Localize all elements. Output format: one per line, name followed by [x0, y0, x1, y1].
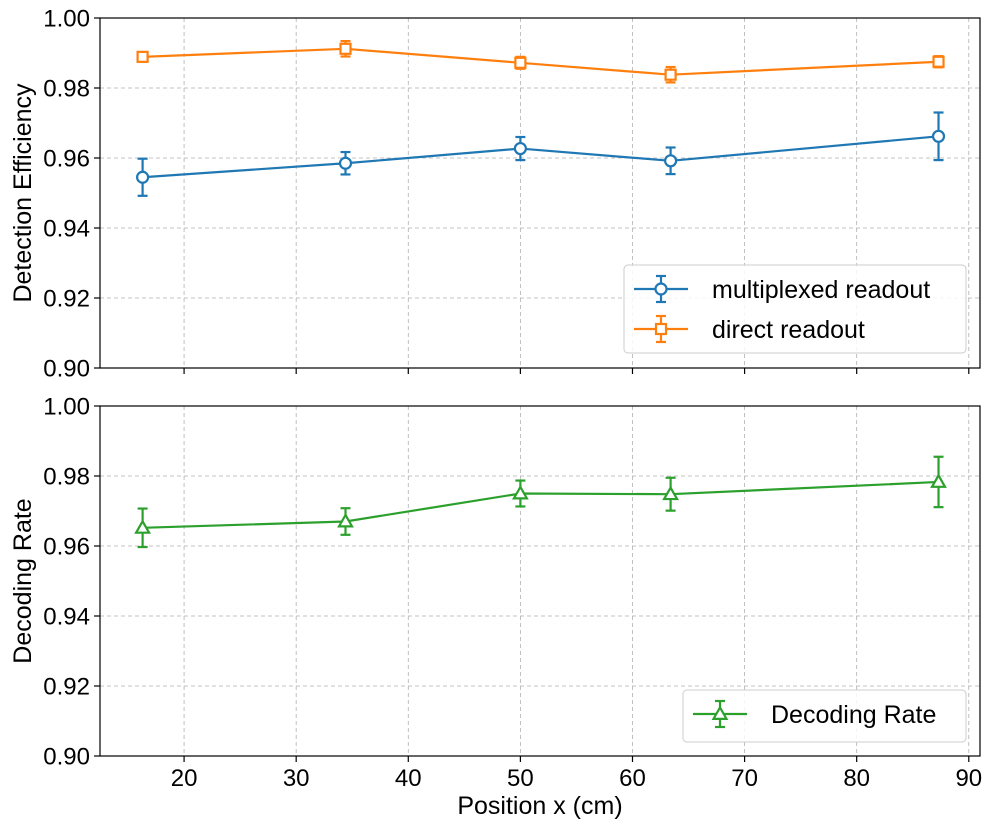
legend-marker: [654, 322, 668, 336]
plot-frame: [99, 405, 981, 757]
data-point: [134, 519, 151, 534]
x-tick-label: 70: [731, 765, 758, 792]
x-tick-label: 40: [395, 765, 422, 792]
y-tick-label: 1.00: [43, 6, 90, 33]
y-axis-label: Decoding Rate: [9, 498, 37, 663]
data-point: [664, 68, 677, 81]
data-point: [135, 170, 150, 184]
data-point: [662, 485, 679, 501]
legend-entry: multiplexed readout: [634, 274, 930, 304]
series-line: [142, 480, 939, 529]
data-point: [338, 156, 353, 170]
series-line: [142, 135, 939, 179]
x-tick-label: 20: [171, 765, 198, 792]
legend-box: [682, 689, 967, 743]
x-tick-label: 30: [283, 765, 310, 792]
plot-frame: [99, 17, 981, 369]
data-point: [339, 42, 352, 55]
y-tick-label: 0.96: [43, 534, 90, 561]
y-axis-label: Detection Efficiency: [9, 83, 37, 303]
x-tick-label: 80: [843, 765, 870, 792]
legend-label: direct readout: [712, 316, 865, 344]
grid: [100, 17, 980, 369]
y-tick-label: 0.96: [43, 146, 90, 173]
data-point: [930, 473, 947, 488]
y-tick-label: 0.90: [43, 744, 90, 771]
y-tick-label: 1.00: [43, 394, 90, 421]
data-point: [932, 55, 945, 68]
data-point: [337, 512, 354, 528]
series-triangle: [134, 455, 947, 549]
x-tick-label: 50: [507, 765, 534, 792]
legend: multiplexed readout direct readout: [623, 264, 967, 354]
grid: [100, 405, 980, 757]
y-tick-label: 0.98: [43, 464, 90, 491]
data-point: [931, 129, 946, 143]
data-point: [513, 141, 527, 156]
detection-efficiency-panel: 0.90 0.92 0.94 0.96 0.98 1.00 Detection Effici…: [9, 6, 981, 383]
x-tick-label: 90: [955, 765, 982, 792]
legend: Decoding Rate: [682, 689, 967, 743]
legend-label: Decoding Rate: [771, 701, 936, 729]
series-line: [142, 47, 939, 76]
legend-label: multiplexed readout: [712, 276, 930, 304]
x-tick-label: 60: [619, 765, 646, 792]
legend-box: [623, 264, 967, 354]
y-tick-label: 0.92: [43, 674, 90, 701]
legend-marker: [654, 282, 668, 296]
legend-entry: direct readout: [634, 314, 865, 344]
decoding-rate-panel: 20 30 40 50 60 70 80 90 0.90 0.92 0.94 0.96 0.98 1.00…: [9, 394, 982, 821]
y-tick-label: 0.94: [43, 216, 90, 243]
legend-marker: [711, 705, 729, 720]
data-point: [136, 50, 149, 63]
data-point: [663, 154, 678, 168]
data-point: [514, 56, 527, 69]
y-tick-label: 0.98: [43, 76, 90, 103]
series-square: [136, 39, 945, 84]
y-tick-label: 0.90: [43, 356, 90, 383]
y-tick-label: 0.92: [43, 286, 90, 313]
x-axis-label: Position x (cm): [457, 792, 622, 820]
data-point: [511, 484, 529, 500]
legend-entry: Decoding Rate: [693, 699, 936, 729]
y-tick-label: 0.94: [43, 604, 90, 631]
series-circle: [135, 111, 946, 197]
